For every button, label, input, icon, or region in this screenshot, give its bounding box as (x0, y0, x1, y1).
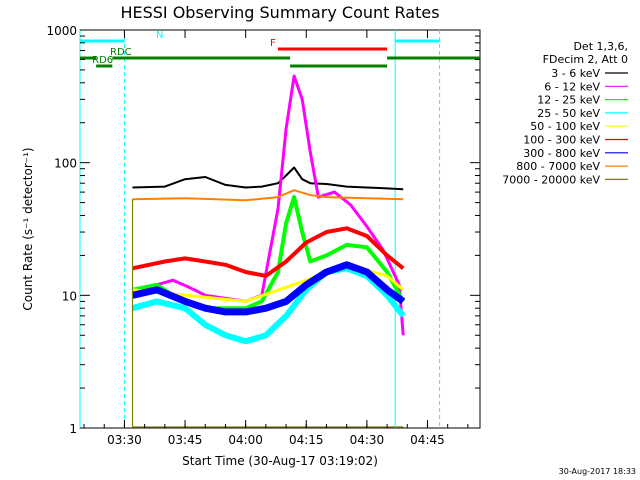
legend-label-8: 7000 - 20000 keV (502, 173, 600, 186)
x-tick-label-3: 04:15 (289, 433, 324, 447)
annotation-label-n: N (156, 30, 163, 41)
x-tick-label-4: 04:30 (350, 433, 385, 447)
series-line-5 (132, 226, 405, 278)
series-line-7 (132, 189, 404, 202)
x-tick-label-2: 04:00 (228, 433, 263, 447)
legend-label-4: 50 - 100 keV (530, 120, 600, 133)
y-tick-label-1: 10 (62, 289, 77, 303)
series-line-6 (131, 261, 406, 316)
timestamp: 30-Aug-2017 18:33 (559, 467, 636, 476)
y-tick-label-2: 100 (54, 157, 77, 171)
series-line-1 (132, 74, 405, 336)
x-axis-label: Start Time (30-Aug-17 03:19:02) (182, 454, 378, 468)
series-line-0 (132, 166, 404, 191)
legend-label-2: 12 - 25 keV (537, 94, 600, 107)
y-axis-label: Count Rate (s⁻¹ detector⁻¹) (21, 147, 35, 310)
series-line-2 (132, 195, 405, 311)
legend-label-1: 6 - 12 keV (544, 80, 600, 93)
annotation-label-f: F (270, 38, 276, 49)
series-line-4 (132, 263, 405, 303)
x-tick-label-1: 03:45 (168, 433, 203, 447)
y-tick-label-3: 1000 (46, 24, 77, 38)
legend-label-0: 3 - 6 keV (551, 67, 600, 80)
series-line-3 (131, 265, 406, 345)
x-tick-label-5: 04:45 (410, 433, 445, 447)
annotation-label-rd6: RD6 (92, 55, 113, 66)
legend-label-6: 300 - 800 keV (523, 147, 600, 160)
legend-header-line-2: FDecim 2, Att 0 (543, 53, 628, 66)
legend-label-5: 100 - 300 keV (523, 134, 600, 147)
legend-label-3: 25 - 50 keV (537, 107, 600, 120)
y-tick-label-0: 1 (69, 422, 77, 436)
x-tick-label-0: 03:30 (107, 433, 142, 447)
legend-label-7: 800 - 7000 keV (516, 160, 600, 173)
legend-header-line-1: Det 1,3,6, (573, 40, 628, 53)
chart-title: HESSI Observing Summary Count Rates (120, 3, 439, 22)
annotation-label-rdc: RDC (110, 47, 132, 58)
plot-frame (79, 29, 481, 429)
